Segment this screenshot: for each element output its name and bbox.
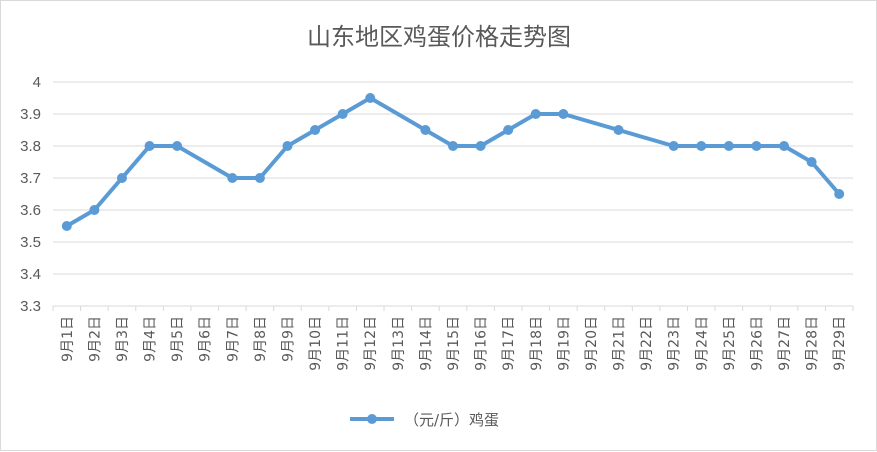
- gridlines: [53, 81, 853, 307]
- x-tick-label: 9月4日: [143, 316, 159, 362]
- data-point: [475, 141, 486, 151]
- legend-label: （元/斤）鸡蛋: [404, 411, 499, 429]
- x-tick-label: 9月2日: [87, 316, 103, 362]
- data-point: [89, 205, 100, 215]
- data-point: [530, 109, 541, 119]
- x-tick-label: 9月9日: [280, 316, 296, 362]
- data-point: [172, 141, 183, 151]
- data-point: [806, 157, 817, 167]
- x-tick-label: 9月6日: [198, 316, 214, 362]
- y-tick-label: 3.6: [20, 202, 41, 219]
- x-tick-label: 9月18日: [529, 316, 545, 371]
- data-point: [558, 109, 569, 119]
- y-tick-label: 3.8: [20, 138, 41, 155]
- y-axis: 3.3 3.4 3.5 3.6 3.7 3.8 3.9 4: [20, 74, 41, 315]
- data-point: [779, 141, 790, 151]
- x-tick-label: 9月26日: [749, 316, 765, 371]
- data-point: [365, 93, 376, 103]
- x-tick-label: 9月7日: [225, 316, 241, 362]
- data-point: [61, 221, 72, 231]
- x-tick-label: 9月10日: [308, 316, 324, 371]
- y-tick-label: 3.5: [20, 234, 41, 251]
- data-point: [668, 141, 679, 151]
- x-tick-label: 9月27日: [777, 316, 793, 371]
- x-tick-label: 9月3日: [115, 316, 131, 362]
- x-tick-label: 9月17日: [501, 316, 517, 371]
- x-tick-label: 9月13日: [391, 316, 407, 371]
- y-tick-label: 3.3: [20, 298, 41, 315]
- x-tick-label: 9月23日: [667, 316, 683, 371]
- data-point: [144, 141, 155, 151]
- series-layer: [61, 93, 845, 231]
- data-point: [834, 189, 845, 199]
- chart-title: 山东地区鸡蛋价格走势图: [307, 23, 571, 51]
- series-line: [64, 96, 842, 228]
- x-tick-label: 9月19日: [556, 316, 572, 371]
- data-point: [448, 141, 458, 151]
- data-point: [503, 125, 514, 135]
- x-tick-label: 9月12日: [363, 316, 379, 371]
- x-axis: 9月1日 9月2日 9月3日 9月4日 9月5日 9月6日 9月7日 9月8日 9月9日 9月10…: [52, 306, 854, 371]
- x-tick-label: 9月22日: [639, 316, 655, 371]
- data-point: [613, 125, 624, 135]
- x-tick-label: 9月14日: [418, 316, 434, 371]
- x-tick-label: 9月28日: [805, 316, 821, 371]
- data-point: [116, 173, 127, 183]
- legend-marker: [367, 414, 377, 424]
- data-point: [282, 141, 293, 151]
- x-tick-label: 9月15日: [446, 316, 462, 371]
- x-tick-label: 9月21日: [612, 316, 628, 371]
- data-point: [337, 109, 348, 119]
- x-tick-label: 9月11日: [336, 316, 352, 371]
- y-tick-label: 3.4: [20, 266, 41, 283]
- data-point: [751, 141, 762, 151]
- x-tick-label: 9月1日: [60, 316, 76, 362]
- x-tick-label: 9月25日: [722, 316, 738, 371]
- y-tick-label: 3.7: [20, 170, 41, 187]
- x-tick-label: 9月16日: [474, 316, 490, 371]
- x-tick-label: 9月24日: [694, 316, 710, 371]
- y-tick-label: 3.9: [20, 106, 41, 123]
- x-tick-label: 9月29日: [832, 316, 848, 371]
- y-tick-label: 4: [33, 74, 41, 91]
- data-point: [723, 141, 734, 151]
- data-point: [696, 141, 707, 151]
- data-point: [254, 173, 265, 183]
- x-tick-label: 9月5日: [170, 316, 186, 362]
- data-point: [420, 125, 431, 135]
- x-tick-label: 9月8日: [253, 316, 269, 362]
- data-point: [310, 125, 321, 135]
- legend: （元/斤）鸡蛋: [350, 411, 499, 429]
- data-point: [227, 173, 238, 183]
- x-tick-label: 9月20日: [584, 316, 600, 371]
